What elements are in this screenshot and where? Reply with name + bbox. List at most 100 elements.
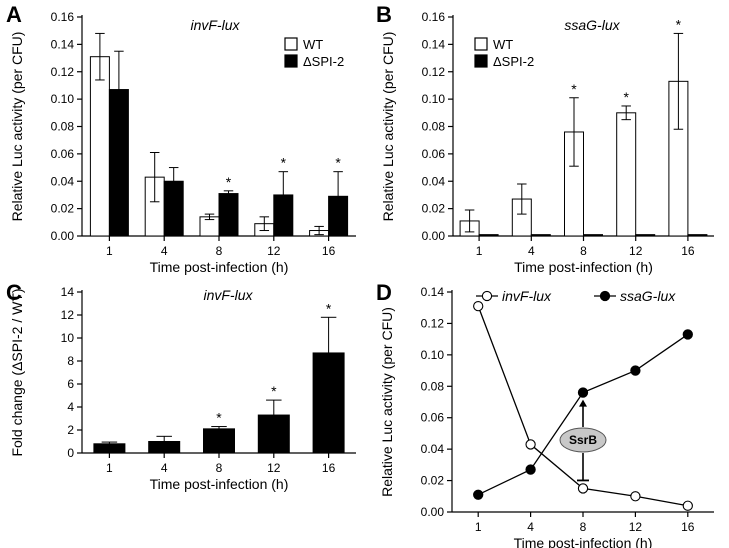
x-tick-label: 12 bbox=[267, 461, 281, 475]
y-tick-label: 8 bbox=[67, 354, 74, 368]
legend-swatch-filled bbox=[284, 54, 298, 68]
y-tick-label: 0.00 bbox=[421, 505, 445, 519]
chart-title: invF-lux bbox=[203, 287, 253, 303]
x-tick-label: 4 bbox=[528, 244, 535, 258]
y-tick-label: 0.08 bbox=[421, 379, 445, 393]
y-tick-label: 14 bbox=[61, 285, 75, 299]
legend-label: ΔSPI-2 bbox=[303, 54, 344, 69]
panel-letter: C bbox=[6, 280, 22, 305]
panel-letter: A bbox=[6, 2, 22, 27]
significance-star: * bbox=[216, 410, 222, 426]
y-axis-title: Fold change (ΔSPI-2 / WT) bbox=[9, 288, 25, 456]
x-tick-label: 16 bbox=[322, 461, 336, 475]
x-axis-title: Time post-infection (h) bbox=[514, 259, 653, 275]
y-tick-label: 0.12 bbox=[51, 65, 75, 79]
legend-label: WT bbox=[493, 37, 513, 52]
ssrb-label: SsrB bbox=[569, 433, 597, 447]
y-tick-label: 0 bbox=[67, 446, 74, 460]
data-point-filled bbox=[630, 365, 641, 376]
x-tick-label: 12 bbox=[629, 520, 643, 534]
bar-filled bbox=[478, 234, 499, 237]
y-tick-label: 0.10 bbox=[422, 92, 446, 106]
x-tick-label: 1 bbox=[475, 520, 482, 534]
x-tick-label: 8 bbox=[580, 520, 587, 534]
legend-swatch-open bbox=[284, 37, 298, 51]
y-tick-label: 12 bbox=[61, 308, 75, 322]
data-point-filled bbox=[473, 489, 484, 500]
y-tick-label: 0.00 bbox=[51, 229, 75, 243]
x-tick-label: 1 bbox=[476, 244, 483, 258]
y-tick-label: 0.02 bbox=[421, 474, 445, 488]
y-tick-label: 0.04 bbox=[422, 174, 446, 188]
y-tick-label: 0.16 bbox=[422, 10, 446, 24]
significance-star: * bbox=[335, 155, 341, 171]
x-tick-label: 12 bbox=[267, 244, 281, 258]
y-tick-label: 0.14 bbox=[422, 37, 446, 51]
x-tick-label: 16 bbox=[681, 520, 695, 534]
legend-label: ssaG-lux bbox=[620, 288, 676, 304]
ssrb-ellipse bbox=[559, 427, 607, 453]
x-tick-label: 8 bbox=[580, 244, 587, 258]
legend-label: ΔSPI-2 bbox=[493, 54, 534, 69]
y-axis-title: Relative Luc activity (per CFU) bbox=[9, 32, 25, 222]
data-point-open bbox=[630, 491, 641, 502]
y-tick-label: 0.08 bbox=[51, 120, 75, 134]
y-tick-label: 6 bbox=[67, 377, 74, 391]
y-tick-label: 0.14 bbox=[51, 37, 75, 51]
data-point-open bbox=[577, 483, 589, 494]
panel-d: D 0.00 0.02 0.04 0.06 0.08 0.10 0.12 0.14 1 4 8 12 16… bbox=[376, 280, 714, 548]
legend-marker bbox=[481, 290, 493, 302]
y-tick-label: 0.04 bbox=[421, 442, 445, 456]
significance-star: * bbox=[271, 383, 277, 399]
bar-open bbox=[616, 112, 637, 237]
x-tick-label: 1 bbox=[106, 461, 113, 475]
y-axis-title: Relative Luc activity (per CFU) bbox=[379, 307, 395, 497]
data-point-open bbox=[525, 439, 536, 450]
bar-filled bbox=[530, 234, 551, 237]
y-tick-label: 0.06 bbox=[421, 411, 445, 425]
y-tick-label: 0.10 bbox=[421, 348, 445, 362]
legend-swatch-open bbox=[474, 37, 488, 51]
legend-marker bbox=[599, 290, 611, 302]
x-tick-label: 8 bbox=[216, 244, 223, 258]
panel-letter: D bbox=[376, 280, 392, 305]
y-tick-label: 0.02 bbox=[51, 202, 75, 216]
significance-star: * bbox=[326, 300, 332, 316]
arrow-head bbox=[579, 399, 587, 407]
y-tick-label: 0.04 bbox=[51, 174, 75, 188]
x-axis-title: Time post-infection (h) bbox=[150, 476, 289, 492]
legend-label: WT bbox=[303, 37, 323, 52]
significance-star: * bbox=[571, 81, 577, 97]
panel-a: A 0.00 0.02 0.04 0.06 0.08 0.10 0.12 0.14 0.16 1 4 8… bbox=[6, 2, 356, 275]
chart-title: invF-lux bbox=[190, 17, 240, 33]
y-tick-label: 10 bbox=[61, 331, 75, 345]
panel-b: B 0.00 0.02 0.04 0.06 0.08 0.10 0.12 0.14 0.16 1 4 8… bbox=[376, 2, 714, 275]
x-tick-label: 16 bbox=[322, 244, 336, 258]
bar-filled bbox=[218, 193, 239, 237]
y-axis-title: Relative Luc activity (per CFU) bbox=[380, 32, 396, 222]
y-tick-label: 4 bbox=[67, 400, 74, 414]
x-axis-title: Time post-infection (h) bbox=[514, 535, 653, 548]
data-point-filled bbox=[525, 464, 536, 475]
bar-open bbox=[89, 56, 110, 237]
x-tick-label: 12 bbox=[629, 244, 643, 258]
y-tick-label: 0.02 bbox=[422, 202, 446, 216]
y-tick-label: 0.06 bbox=[51, 147, 75, 161]
data-point-filled bbox=[577, 387, 589, 398]
legend-swatch-filled bbox=[474, 54, 488, 68]
data-point-filled bbox=[682, 329, 693, 340]
x-axis-title: Time post-infection (h) bbox=[150, 259, 289, 275]
bar-filled bbox=[203, 428, 235, 454]
y-tick-label: 0.08 bbox=[422, 120, 446, 134]
y-tick-label: 0.16 bbox=[51, 10, 75, 24]
significance-star: * bbox=[226, 174, 232, 190]
x-tick-label: 4 bbox=[161, 461, 168, 475]
bar-filled bbox=[687, 234, 708, 237]
bar-filled bbox=[635, 234, 656, 237]
x-tick-label: 1 bbox=[106, 244, 113, 258]
y-tick-label: 0.00 bbox=[422, 229, 446, 243]
y-tick-label: 2 bbox=[67, 423, 74, 437]
y-tick-label: 0.12 bbox=[422, 65, 446, 79]
